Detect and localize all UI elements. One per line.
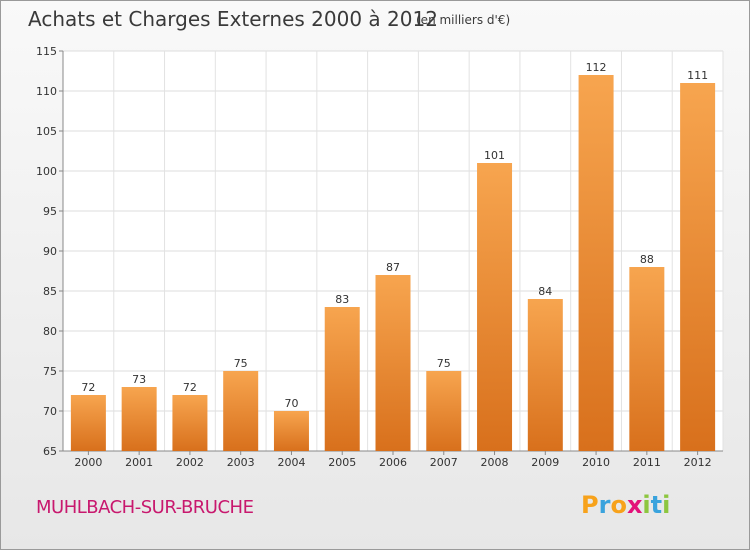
bar-2011 [629, 267, 665, 451]
x-tick-label-2010: 2010 [582, 456, 610, 469]
y-tick-label: 95 [43, 205, 57, 218]
data-label-2004: 70 [284, 397, 298, 410]
logo-letter: P [581, 491, 599, 519]
data-label-2007: 75 [437, 357, 451, 370]
x-tick-label-2005: 2005 [328, 456, 356, 469]
bar-layer [70, 75, 716, 451]
data-label-2008: 101 [484, 149, 505, 162]
x-tick-label-2008: 2008 [481, 456, 509, 469]
x-tick-label-2006: 2006 [379, 456, 407, 469]
bar-2006 [375, 275, 411, 451]
bar-2010 [578, 75, 614, 451]
data-label-2009: 84 [538, 285, 552, 298]
logo-letter: i [662, 491, 671, 519]
proxiti-logo: Proxiti [581, 491, 670, 519]
y-tick-label: 105 [36, 125, 57, 138]
chart-title: Achats et Charges Externes 2000 à 2012 [28, 7, 438, 31]
y-tick-label: 70 [43, 405, 57, 418]
x-tick-label-2003: 2003 [227, 456, 255, 469]
chart-unit: (en milliers d'€) [416, 13, 511, 27]
data-label-2012: 111 [687, 69, 708, 82]
bar-2012 [680, 83, 716, 451]
y-tick-label: 100 [36, 165, 57, 178]
data-label-2003: 75 [234, 357, 248, 370]
x-tick-label-2009: 2009 [531, 456, 559, 469]
y-tick-label: 80 [43, 325, 57, 338]
data-label-2005: 83 [335, 293, 349, 306]
x-tick-label-2004: 2004 [277, 456, 305, 469]
bar-2009 [527, 299, 563, 451]
logo-letter: i [642, 491, 651, 519]
bar-2001 [121, 387, 157, 451]
x-tick-label-2011: 2011 [633, 456, 661, 469]
label-layer: 72 73 72 75 70 83 87 75 101 84 112 88 111 [81, 61, 708, 410]
logo-letter: r [598, 491, 611, 519]
x-tick-label-2012: 2012 [684, 456, 712, 469]
commune-name: MUHLBACH-SUR-BRUCHE [36, 497, 254, 518]
bar-2005 [324, 307, 360, 451]
logo-letter: t [650, 491, 663, 519]
data-label-2001: 73 [132, 373, 146, 386]
y-tick-label: 65 [43, 445, 57, 458]
bar-2008 [477, 163, 513, 451]
y-tick-label: 110 [36, 85, 57, 98]
logo-letter: o [610, 491, 627, 519]
data-label-2010: 112 [586, 61, 607, 74]
data-label-2000: 72 [81, 381, 95, 394]
x-tick-label-2007: 2007 [430, 456, 458, 469]
y-tick-label: 90 [43, 245, 57, 258]
y-tick-label: 75 [43, 365, 57, 378]
bar-2003 [223, 371, 259, 451]
data-label-2006: 87 [386, 261, 400, 274]
data-label-2011: 88 [640, 253, 654, 266]
x-tick-label-2000: 2000 [74, 456, 102, 469]
data-label-2002: 72 [183, 381, 197, 394]
logo-letter: x [626, 491, 643, 519]
bar-2000 [70, 395, 106, 451]
bar-2002 [172, 395, 208, 451]
x-tick-label-2001: 2001 [125, 456, 153, 469]
x-tick-label-2002: 2002 [176, 456, 204, 469]
y-tick-label: 85 [43, 285, 57, 298]
bar-2007 [426, 371, 462, 451]
bar-2004 [273, 411, 309, 451]
y-tick-label: 115 [36, 45, 57, 58]
